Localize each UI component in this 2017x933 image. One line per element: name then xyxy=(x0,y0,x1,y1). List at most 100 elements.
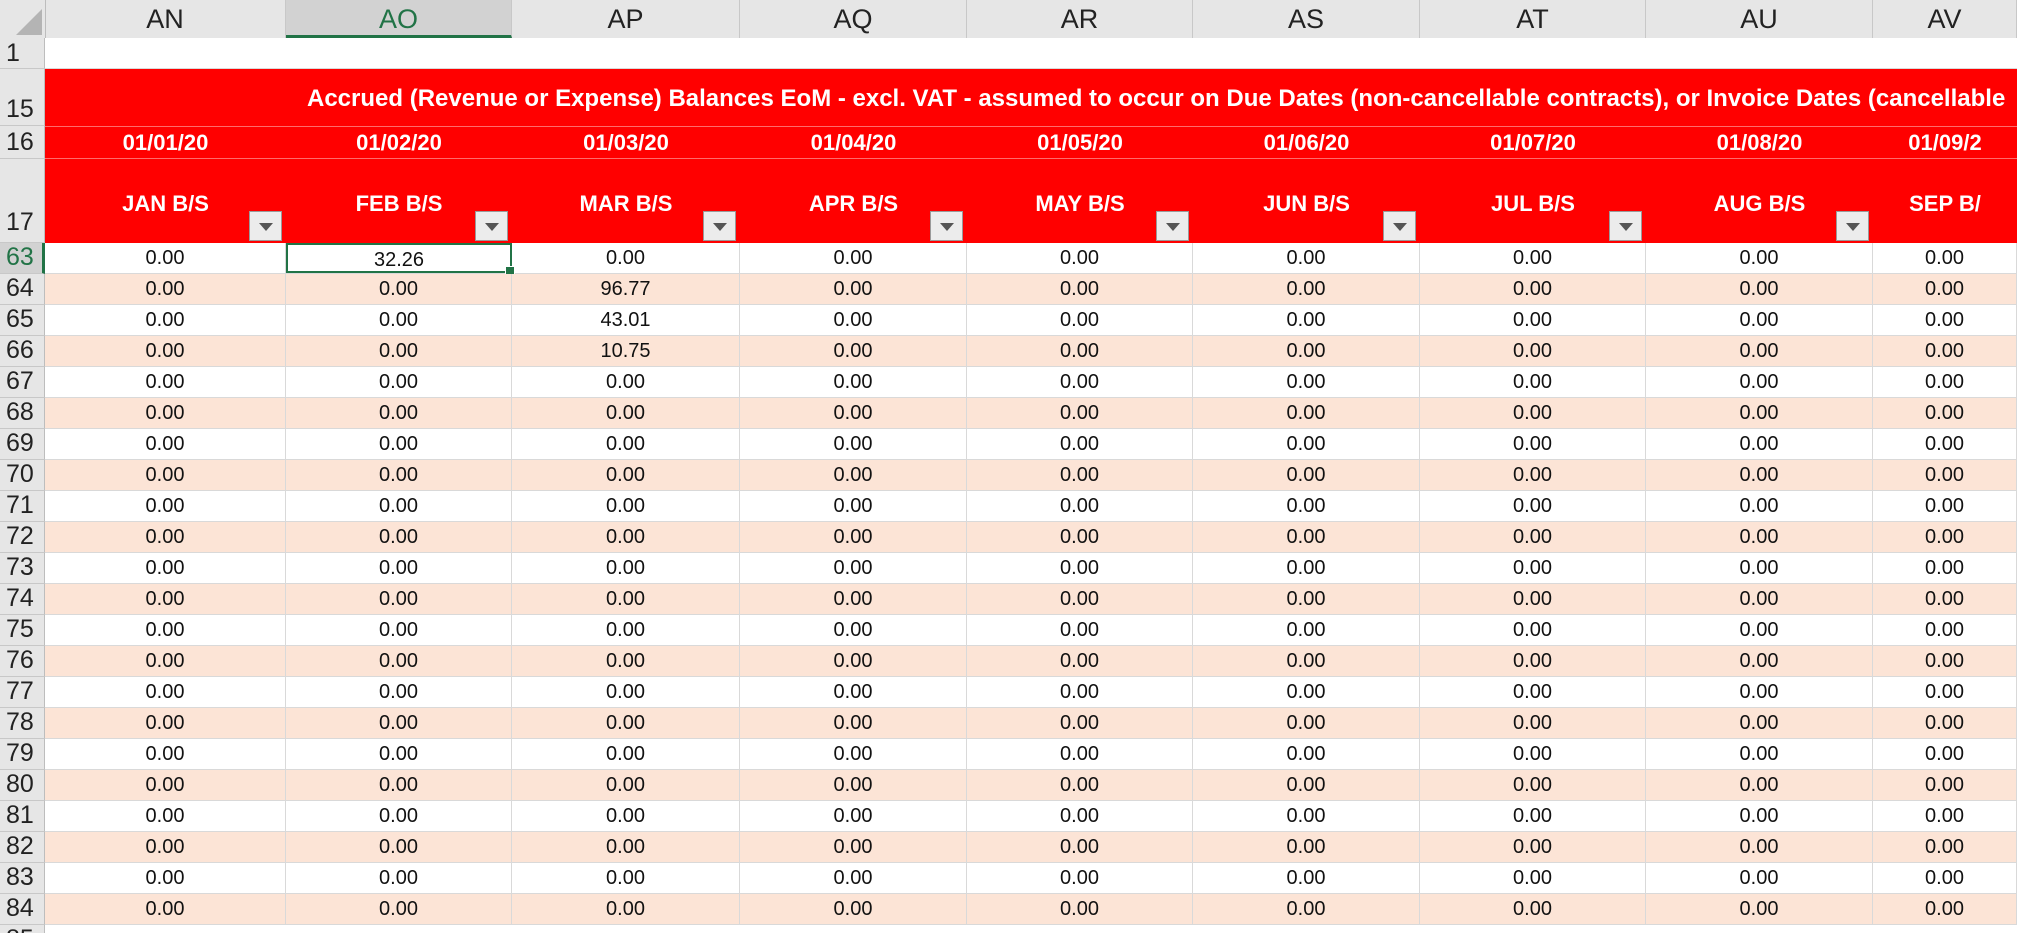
data-cell[interactable]: 0.00 xyxy=(1873,336,2017,366)
month-header-cell[interactable]: JUL B/S xyxy=(1420,159,1646,243)
data-cell[interactable]: 0.00 xyxy=(512,367,740,397)
row-header-76[interactable]: 76 xyxy=(0,646,45,677)
row-header-81[interactable]: 81 xyxy=(0,801,45,832)
data-cell[interactable]: 0.00 xyxy=(512,584,740,614)
filter-dropdown-icon[interactable] xyxy=(1609,211,1642,241)
data-cell[interactable]: 0.00 xyxy=(1646,708,1873,738)
data-cell[interactable]: 0.00 xyxy=(1193,646,1420,676)
row-header-65[interactable]: 65 xyxy=(0,305,45,336)
filter-dropdown-icon[interactable] xyxy=(249,211,282,241)
data-cell[interactable]: 0.00 xyxy=(967,553,1193,583)
data-cell[interactable]: 0.00 xyxy=(1646,894,1873,924)
data-cell[interactable]: 0.00 xyxy=(45,429,286,459)
data-cell[interactable]: 0.00 xyxy=(967,677,1193,707)
data-cell[interactable]: 0.00 xyxy=(740,274,967,304)
data-cell[interactable]: 0.00 xyxy=(1193,274,1420,304)
data-cell[interactable]: 0.00 xyxy=(286,677,512,707)
data-cell[interactable]: 0.00 xyxy=(1193,243,1420,273)
data-cell[interactable]: 0.00 xyxy=(967,832,1193,862)
date-cell[interactable]: 01/08/20 xyxy=(1716,130,1803,155)
select-all-button[interactable] xyxy=(0,0,46,38)
data-cell[interactable]: 0.00 xyxy=(512,894,740,924)
data-cell[interactable]: 0.00 xyxy=(967,770,1193,800)
month-header-cell[interactable]: SEP B/ xyxy=(1873,159,2017,243)
data-cell[interactable]: 0.00 xyxy=(512,398,740,428)
data-cell[interactable]: 0.00 xyxy=(512,708,740,738)
date-cell[interactable]: 01/09/2 xyxy=(1908,130,1982,155)
date-cell[interactable]: 01/01/20 xyxy=(122,130,209,155)
row-header-63[interactable]: 63 xyxy=(0,243,45,274)
data-cell[interactable]: 0.00 xyxy=(286,894,512,924)
row-header-83[interactable]: 83 xyxy=(0,863,45,894)
data-cell[interactable]: 0.00 xyxy=(512,553,740,583)
data-cell[interactable]: 0.00 xyxy=(1873,770,2017,800)
data-cell[interactable]: 0.00 xyxy=(45,398,286,428)
data-cell[interactable]: 0.00 xyxy=(1193,305,1420,335)
data-cell[interactable]: 0.00 xyxy=(1193,863,1420,893)
data-cell[interactable]: 0.00 xyxy=(1420,615,1646,645)
row-header-77[interactable]: 77 xyxy=(0,677,45,708)
data-cell[interactable]: 0.00 xyxy=(1646,243,1873,273)
data-cell[interactable]: 0.00 xyxy=(967,646,1193,676)
data-cell[interactable]: 0.00 xyxy=(1873,274,2017,304)
data-cell[interactable]: 96.77 xyxy=(512,274,740,304)
row-1-blank[interactable] xyxy=(45,38,2017,69)
data-cell[interactable]: 0.00 xyxy=(740,367,967,397)
data-cell[interactable]: 0.00 xyxy=(967,801,1193,831)
data-cell[interactable]: 0.00 xyxy=(286,274,512,304)
data-cell[interactable]: 0.00 xyxy=(740,553,967,583)
data-cell[interactable]: 0.00 xyxy=(1193,770,1420,800)
row-header-80[interactable]: 80 xyxy=(0,770,45,801)
data-cell[interactable]: 0.00 xyxy=(286,832,512,862)
data-cell[interactable]: 0.00 xyxy=(740,801,967,831)
data-cell[interactable]: 0.00 xyxy=(740,646,967,676)
data-cell[interactable]: 0.00 xyxy=(967,305,1193,335)
data-cell[interactable]: 0.00 xyxy=(1193,491,1420,521)
data-cell[interactable]: 0.00 xyxy=(286,398,512,428)
data-cell[interactable]: 0.00 xyxy=(512,739,740,769)
data-cell[interactable]: 0.00 xyxy=(967,367,1193,397)
data-cell[interactable]: 0.00 xyxy=(512,522,740,552)
data-cell[interactable]: 0.00 xyxy=(1193,584,1420,614)
filter-dropdown-icon[interactable] xyxy=(930,211,963,241)
column-header-at[interactable]: AT xyxy=(1420,0,1646,38)
data-cell[interactable]: 0.00 xyxy=(1420,832,1646,862)
data-cell[interactable]: 0.00 xyxy=(1873,553,2017,583)
data-cell[interactable]: 0.00 xyxy=(45,801,286,831)
data-cell[interactable]: 0.00 xyxy=(967,243,1193,273)
data-cell[interactable]: 0.00 xyxy=(45,305,286,335)
data-cell[interactable]: 0.00 xyxy=(740,677,967,707)
data-cell[interactable]: 0.00 xyxy=(512,615,740,645)
data-cell[interactable]: 0.00 xyxy=(1420,274,1646,304)
data-cell[interactable]: 0.00 xyxy=(967,584,1193,614)
data-cell[interactable]: 0.00 xyxy=(512,646,740,676)
data-cell[interactable]: 0.00 xyxy=(1646,305,1873,335)
data-cell[interactable]: 0.00 xyxy=(286,708,512,738)
data-cell[interactable]: 0.00 xyxy=(967,491,1193,521)
data-cell[interactable]: 0.00 xyxy=(1646,398,1873,428)
data-cell[interactable]: 0.00 xyxy=(45,274,286,304)
data-cell[interactable]: 0.00 xyxy=(286,646,512,676)
data-cell[interactable]: 10.75 xyxy=(512,336,740,366)
data-cell[interactable]: 0.00 xyxy=(1646,429,1873,459)
data-cell[interactable]: 0.00 xyxy=(286,739,512,769)
data-cell[interactable]: 0.00 xyxy=(1646,615,1873,645)
data-cell[interactable]: 0.00 xyxy=(1873,801,2017,831)
date-cell[interactable]: 01/02/20 xyxy=(356,130,442,155)
data-cell[interactable]: 0.00 xyxy=(45,584,286,614)
row-header-72[interactable]: 72 xyxy=(0,522,45,553)
data-cell[interactable]: 0.00 xyxy=(286,336,512,366)
data-cell[interactable]: 0.00 xyxy=(1873,522,2017,552)
data-cell[interactable]: 0.00 xyxy=(1646,801,1873,831)
data-cell[interactable]: 0.00 xyxy=(1420,708,1646,738)
data-cell[interactable]: 0.00 xyxy=(1873,832,2017,862)
data-cell[interactable]: 0.00 xyxy=(286,305,512,335)
data-cell[interactable]: 0.00 xyxy=(1420,677,1646,707)
data-cell[interactable]: 0.00 xyxy=(967,615,1193,645)
row-header-78[interactable]: 78 xyxy=(0,708,45,739)
column-header-ap[interactable]: AP xyxy=(512,0,740,38)
data-cell[interactable]: 0.00 xyxy=(740,305,967,335)
data-cell[interactable]: 0.00 xyxy=(1646,367,1873,397)
data-cell[interactable]: 0.00 xyxy=(286,429,512,459)
